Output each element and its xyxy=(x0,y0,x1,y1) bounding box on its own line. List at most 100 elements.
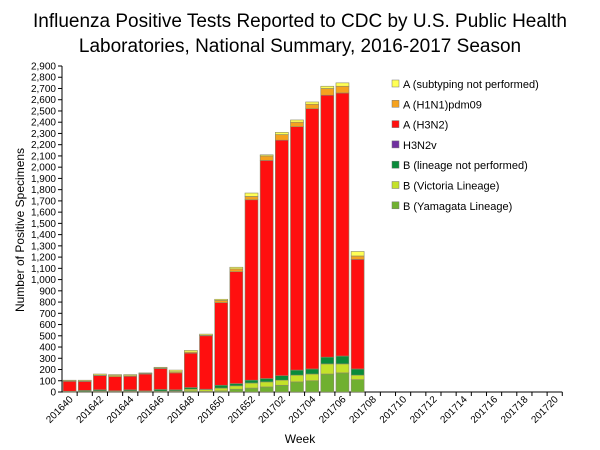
x-tick-label: 201642 xyxy=(75,394,107,426)
legend-label: A (H1N1)pdm09 xyxy=(403,99,482,111)
bar-segment xyxy=(320,88,335,96)
y-tick-label: 1,900 xyxy=(31,174,56,185)
bar-segment xyxy=(229,383,244,387)
x-tick-label: 201652 xyxy=(226,394,258,426)
legend-swatch xyxy=(391,160,400,169)
bar-segment xyxy=(229,385,244,390)
y-tick-label: 500 xyxy=(39,331,56,342)
bar-segment xyxy=(350,379,365,393)
bar-segment xyxy=(275,384,289,393)
legend-label: H3N2v xyxy=(403,140,437,152)
legend-swatch xyxy=(391,79,400,88)
legend-swatch xyxy=(391,120,400,128)
bar-segment xyxy=(305,108,319,370)
bar-segment xyxy=(259,155,274,161)
y-tick-label: 1,000 xyxy=(31,275,56,286)
x-tick-label: 201710 xyxy=(378,394,410,426)
bar-segment xyxy=(77,379,92,382)
bar-segment xyxy=(229,268,244,273)
x-tick-label: 201708 xyxy=(348,394,380,426)
bar-segment xyxy=(214,387,228,392)
bar-segment xyxy=(259,154,274,157)
bar-segment xyxy=(275,379,289,386)
bar-segment xyxy=(350,259,365,370)
y-tick-label: 2,500 xyxy=(31,106,56,117)
bar-segment xyxy=(290,369,304,376)
bar-segment xyxy=(320,363,335,375)
bar-segment xyxy=(350,255,365,260)
bar-segment xyxy=(305,368,319,375)
y-tick-label: 700 xyxy=(39,309,56,320)
bar-segment xyxy=(335,372,350,393)
x-tick-label: 201714 xyxy=(438,394,470,426)
y-tick-label: 2,300 xyxy=(31,129,56,140)
bar-segment xyxy=(244,379,259,384)
y-tick-label: 600 xyxy=(39,320,56,331)
bar-segment xyxy=(214,300,228,303)
bar-segment xyxy=(275,375,289,381)
x-tick-label: 201646 xyxy=(135,394,167,426)
y-tick-label: 0 xyxy=(50,388,56,399)
bar-segment xyxy=(184,350,198,353)
y-tick-label: 1,400 xyxy=(31,230,56,241)
bar-segment xyxy=(350,374,365,380)
bar-segment xyxy=(320,85,335,89)
bar-segment xyxy=(229,266,244,270)
bar-segment xyxy=(320,94,335,358)
y-tick-label: 2,600 xyxy=(31,95,56,106)
y-tick-label: 1,700 xyxy=(31,196,56,207)
y-tick-label: 2,700 xyxy=(31,84,56,95)
x-tick-label: 201716 xyxy=(469,394,501,426)
x-tick-label: 201648 xyxy=(166,394,198,426)
bar-segment xyxy=(108,376,122,392)
bar-segment xyxy=(259,378,274,383)
bar-segment xyxy=(305,380,319,393)
bar-segment xyxy=(290,381,304,393)
legend-swatch xyxy=(391,181,400,189)
bar-segment xyxy=(184,352,198,388)
x-tick-label: 201720 xyxy=(529,394,561,426)
y-tick-label: 2,900 xyxy=(31,62,56,73)
legend-label: A (H3N2) xyxy=(403,120,448,132)
legend-swatch xyxy=(391,140,400,149)
bar-segment xyxy=(290,374,304,383)
y-tick-label: 300 xyxy=(39,354,56,365)
x-tick-label: 201712 xyxy=(408,394,440,426)
bar-segment xyxy=(93,373,107,376)
y-tick-label: 900 xyxy=(39,286,56,297)
bar-segment xyxy=(320,356,335,365)
x-axis-label: Week xyxy=(285,432,316,446)
bar-segment xyxy=(77,381,92,391)
chart-title-line-1: Influenza Positive Tests Reported to CDC… xyxy=(33,11,567,32)
bar-segment xyxy=(229,271,244,384)
bar-segment xyxy=(244,196,259,201)
bar-segment xyxy=(275,132,289,135)
bar-segment xyxy=(335,82,350,87)
bar-segment xyxy=(320,373,335,393)
legend-label: B (lineage not performed) xyxy=(403,160,528,172)
bar-segment xyxy=(275,134,289,141)
bar-segment xyxy=(214,302,228,386)
y-tick-label: 2,200 xyxy=(31,140,56,151)
x-tick-label: 201718 xyxy=(499,394,531,426)
y-tick-label: 1,200 xyxy=(31,253,56,264)
bar-segment xyxy=(244,382,259,389)
bar-segment xyxy=(153,368,168,390)
legend-label: B (Victoria Lineage) xyxy=(403,181,499,193)
legend-label: A (subtyping not performed) xyxy=(403,79,539,91)
y-tick-label: 1,300 xyxy=(31,241,56,252)
x-tick-label: 201644 xyxy=(105,394,137,426)
bar-segment xyxy=(244,387,259,393)
y-axis-label: Number of Positive Specimens xyxy=(13,148,27,312)
y-tick-label: 2,400 xyxy=(31,118,56,129)
y-tick-label: 800 xyxy=(39,298,56,309)
bar-segment xyxy=(335,363,350,374)
x-tick-label: 201706 xyxy=(317,394,349,426)
bar-segment xyxy=(244,199,259,381)
bar-segment xyxy=(335,355,350,365)
bar-segment xyxy=(350,368,365,376)
bar-segment xyxy=(290,126,304,371)
bar-segment xyxy=(214,298,228,301)
bar-segment xyxy=(123,375,138,391)
x-tick-label: 201702 xyxy=(257,394,289,426)
